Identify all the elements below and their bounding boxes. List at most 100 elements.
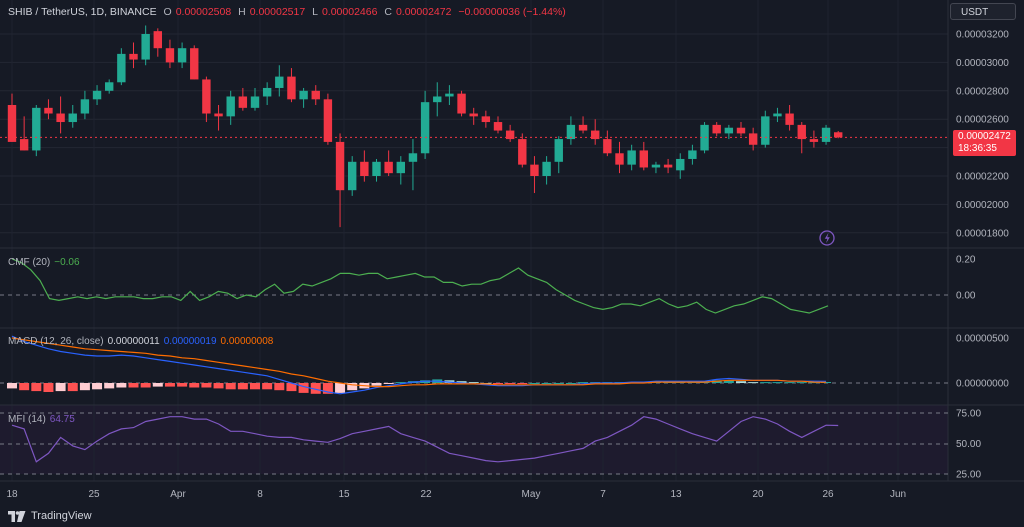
candle-body	[433, 96, 442, 103]
candle-body	[457, 93, 466, 114]
macd-hist-bar	[796, 382, 807, 384]
mfi-series	[11, 416, 839, 463]
signal-line	[11, 337, 827, 388]
price-tick-label: 0.00003000	[956, 58, 1009, 69]
candle-body	[834, 132, 843, 138]
macd-hist-bar	[760, 382, 771, 384]
candle-body	[627, 150, 636, 165]
macd-hist-bar	[335, 383, 346, 393]
macd-hist-bar	[140, 383, 151, 388]
candle-body	[44, 107, 53, 114]
macd-axis: 0.00000500 0.00000000	[956, 334, 1009, 390]
time-tick-label: 18	[6, 489, 18, 500]
macd-hist-bar	[736, 381, 746, 383]
cmf-label: CMF (20)	[8, 257, 51, 268]
macd-tick-label: 0.00000500	[956, 334, 1009, 345]
candle-body	[542, 161, 551, 176]
macd-hist-bar	[225, 383, 236, 390]
macd-hist-bar	[104, 383, 115, 389]
macd-hist-bar	[529, 383, 540, 384]
brand-name: TradingView	[31, 510, 92, 522]
macd-legend[interactable]: MACD (12, 26, close) 0.00000011 0.00000019…	[8, 336, 277, 347]
tradingview-logo-icon	[8, 510, 26, 522]
grid-lines	[0, 0, 948, 481]
mfi-tick-label: 25.00	[956, 470, 981, 481]
candle-body	[615, 153, 624, 165]
low-label: L	[312, 6, 318, 18]
candle-body	[809, 139, 819, 142]
candle-body	[676, 158, 685, 171]
price-tick-label: 0.00002800	[956, 86, 1009, 97]
price-tick-label: 0.00002000	[956, 200, 1009, 211]
tradingview-brand[interactable]: TradingView	[8, 510, 92, 522]
macd-hist-bar	[274, 383, 285, 391]
close-label: C	[384, 6, 392, 18]
macd-hist-bar	[128, 383, 139, 388]
alert-icon[interactable]	[819, 230, 835, 246]
price-tick-label: 0.00002200	[956, 172, 1009, 183]
macd-line	[11, 335, 827, 395]
high-label: H	[238, 6, 246, 18]
symbol-title[interactable]: SHIB / TetherUS, 1D, BINANCE	[8, 6, 157, 18]
candlestick-series[interactable]	[7, 25, 843, 228]
candle-body	[530, 164, 539, 176]
time-tick-label: 20	[752, 489, 764, 500]
macd-hist-bar	[784, 382, 795, 384]
candle-body	[469, 113, 478, 117]
close-value: 0.00002472	[395, 6, 452, 18]
candle-body	[335, 141, 345, 191]
time-tick-label: Apr	[170, 489, 186, 500]
macd-hist-bar	[298, 383, 309, 393]
macd-hist-bar	[237, 383, 248, 390]
cmf-value: −0.06	[54, 257, 80, 268]
cmf-tick-label: 0.00	[956, 291, 976, 302]
cmf-legend[interactable]: CMF (20) −0.06	[8, 257, 84, 268]
candle-body	[153, 31, 162, 49]
candle-body	[493, 122, 503, 131]
candle-body	[518, 139, 527, 165]
currency-button[interactable]: USDT	[950, 3, 1016, 20]
cmf-axis: 0.20 0.00	[956, 255, 976, 302]
time-tick-label: 8	[257, 489, 263, 500]
candle-body	[445, 93, 454, 97]
candle-body	[663, 164, 673, 168]
candle-body	[372, 161, 381, 176]
candle-body	[32, 107, 41, 151]
candle-body	[129, 53, 138, 60]
candle-body	[190, 48, 199, 80]
macd-hist-bar	[565, 383, 576, 384]
macd-hist-bar	[723, 380, 734, 383]
candle-body	[299, 90, 308, 100]
candle-body	[821, 127, 831, 142]
last-price-value: 0.00002472	[958, 131, 1011, 142]
candle-body	[408, 153, 418, 162]
cmf-tick-label: 0.20	[956, 255, 976, 266]
price-tick-label: 0.00003200	[956, 30, 1009, 41]
candle-body	[591, 130, 600, 140]
symbol-header: SHIB / TetherUS, 1D, BINANCE O 0.00002508…	[8, 6, 570, 18]
time-tick-label: 15	[338, 489, 350, 500]
candle-body	[92, 90, 102, 100]
mfi-label: MFI (14)	[8, 414, 46, 425]
macd-hist-bar	[67, 383, 78, 392]
macd-hist-bar	[553, 383, 564, 384]
macd-hist-bar	[772, 382, 783, 384]
cmf-series	[11, 258, 829, 314]
macd-hist-bar	[505, 383, 516, 384]
candle-body	[736, 127, 746, 134]
time-tick-label: 26	[822, 489, 834, 500]
candle-body	[262, 87, 272, 97]
candle-body	[724, 127, 734, 134]
macd-hist-bar	[55, 383, 66, 392]
macd-hist-bar	[347, 383, 358, 391]
candle-body	[80, 99, 90, 114]
macd-label: MACD (12, 26, close)	[8, 336, 104, 347]
candle-body	[712, 124, 721, 134]
candle-body	[19, 139, 29, 151]
candle-body	[287, 76, 296, 100]
candle-body	[177, 48, 187, 63]
time-axis[interactable]: 18 25 Apr 8 15 22 May 7 13 20 26 Jun	[6, 489, 906, 500]
mfi-legend[interactable]: MFI (14) 64.75	[8, 414, 79, 425]
